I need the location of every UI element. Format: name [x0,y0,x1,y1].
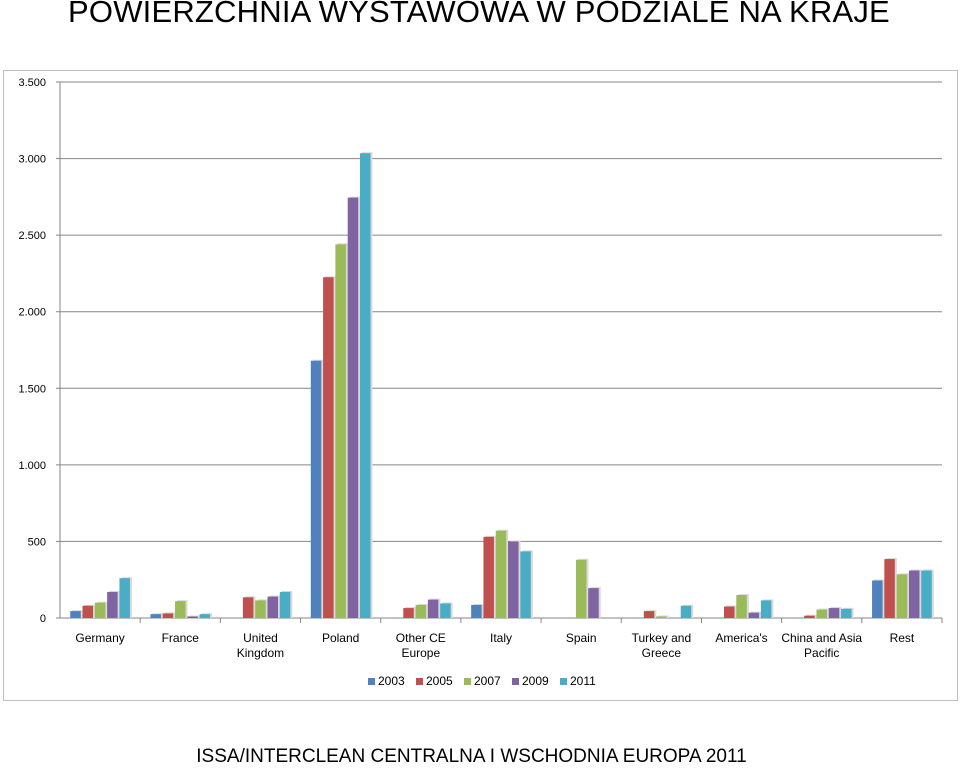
bar-2003 [310,360,322,618]
x-tick-label: Germany [75,631,124,645]
bar-2003 [471,604,482,618]
bar-2009 [427,599,439,618]
bar-2005 [723,606,735,618]
bar-2007 [94,602,106,618]
bar-2005 [804,615,815,618]
x-tick-label: Other CE [396,631,446,645]
grid-lines [60,81,942,542]
y-tick-label: 2.000 [18,307,46,319]
bar-2011 [440,603,451,618]
y-tick-label: 1.500 [18,383,46,395]
bar-2007 [335,244,346,618]
legend-swatch-2009 [512,678,519,685]
bar-2005 [242,597,254,618]
bars [70,152,934,618]
x-tick-label: Poland [322,631,359,645]
y-tick-label: 500 [28,536,46,548]
y-tick-label: 3.500 [18,77,46,89]
x-tick-label: Turkey and [632,631,692,645]
bar-2005 [483,536,494,618]
bar-2009 [748,612,760,618]
bar-2007 [736,595,747,618]
y-tick-label: 1.000 [18,460,46,472]
x-tick-label: Pacific [804,646,839,660]
bar-2003 [872,580,883,618]
legend: 2003 2005 2007 2009 2011 [368,674,596,688]
x-tick-label: United [243,631,278,645]
bar-2011 [199,614,211,618]
bar-2009 [828,608,840,618]
bar-2007 [656,616,667,618]
bar-2011 [921,570,932,618]
x-tick-label: Greece [642,646,682,660]
bar-2005 [884,559,895,618]
legend-swatch-2011 [560,678,567,685]
bar-2009 [107,591,118,618]
x-tick-label: Kingdom [237,646,284,660]
bar-2003 [150,614,161,618]
bar-2011 [279,591,291,618]
bar-2011 [119,578,130,618]
bar-2007 [495,530,507,618]
bar-2011 [520,551,531,618]
bar-2009 [187,616,198,618]
x-tick-label: Rest [890,631,915,645]
bar-2009 [588,588,599,618]
chart-frame [3,70,958,701]
x-tick-label: America's [715,631,767,645]
bar-2005 [403,608,414,618]
x-tick-label: Europe [401,646,440,660]
bar-2007 [175,601,186,618]
bar-2009 [508,541,519,618]
bar-2005 [82,605,94,618]
legend-label: 2011 [570,674,596,688]
bar-2003 [70,611,81,618]
x-tick-label: China and Asia [781,631,862,645]
bar-2005 [162,613,174,618]
legend-label: 2007 [474,674,501,688]
page-title: POWIERZCHNIA WYSTAWOWA W PODZIALE NA KRA… [68,0,890,29]
x-tick-label: Spain [566,631,597,645]
y-tick-labels: 0 500 1.000 1.500 2.000 2.500 3.000 3.500 [18,77,46,625]
bar-2011 [359,153,371,618]
bar-2011 [680,605,692,618]
bar-2009 [908,570,920,618]
y-tick-label: 3.000 [18,154,46,166]
x-tick-label: Italy [490,631,512,645]
bar-2007 [575,559,587,618]
bar-2009 [267,596,279,618]
bar-2007 [255,600,266,618]
legend-label: 2003 [378,674,405,688]
bar-2005 [643,611,655,618]
legend-label: 2009 [522,674,549,688]
legend-swatch-2005 [416,678,423,685]
legend-swatch-2007 [464,678,471,685]
footer-title: ISSA/INTERCLEAN CENTRALNA I WSCHODNIA EU… [196,746,747,767]
bar-2007 [816,609,827,618]
bar-2009 [347,197,359,618]
legend-label: 2005 [426,674,453,688]
legend-swatch-2003 [368,678,375,685]
bar-2007 [415,604,427,618]
bar-2005 [323,277,334,618]
bar-2011 [760,600,772,618]
bar-2007 [896,574,908,618]
y-tick-label: 0 [40,613,46,625]
bar-2011 [841,608,852,618]
y-tick-label: 2.500 [18,230,46,242]
x-tick-label: France [162,631,200,645]
